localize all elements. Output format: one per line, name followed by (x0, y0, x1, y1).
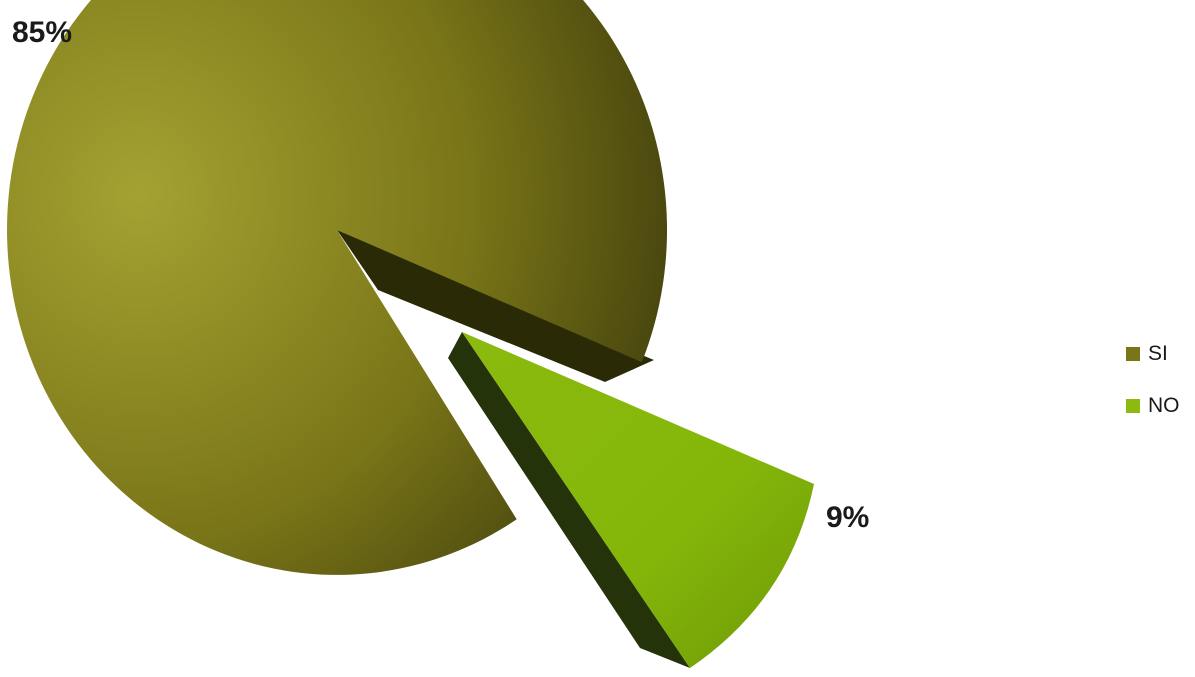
legend-swatch-no (1126, 399, 1140, 413)
pie-slice-si (7, 0, 668, 575)
data-label-si: 85% (12, 16, 72, 49)
legend: SI NO (1126, 339, 1180, 443)
legend-label-si: SI (1148, 342, 1168, 365)
pie-slice-shadow-si (337, 230, 654, 382)
data-label-no: 9% (826, 501, 869, 534)
legend-swatch-si (1126, 347, 1140, 361)
pie-slice-shadow-no (448, 332, 690, 668)
legend-item-no: NO (1126, 391, 1180, 421)
pie-slice-no (462, 332, 814, 668)
legend-item-si: SI (1126, 339, 1180, 369)
legend-label-no: NO (1148, 394, 1180, 417)
